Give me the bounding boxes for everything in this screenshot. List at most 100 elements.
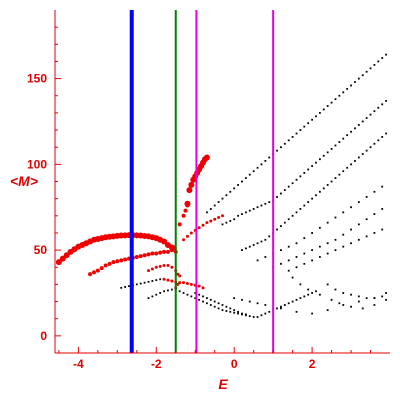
data-point: [307, 293, 310, 296]
data-point: [248, 209, 251, 212]
data-point: [373, 297, 376, 300]
data-point: [123, 257, 128, 262]
data-point: [206, 211, 208, 214]
data-point: [264, 202, 267, 205]
data-point: [178, 281, 182, 285]
data-point: [244, 211, 247, 214]
data-point: [295, 242, 298, 245]
data-point: [318, 158, 321, 161]
data-point: [338, 173, 341, 176]
data-point: [237, 310, 239, 313]
data-point: [287, 302, 290, 305]
data-point: [203, 154, 210, 161]
data-point: [198, 298, 201, 301]
data-point: [350, 163, 352, 166]
data-point: [311, 312, 313, 315]
data-point: [221, 309, 224, 312]
data-point: [107, 261, 112, 266]
y-tick-label: 0: [40, 329, 47, 343]
data-point: [155, 279, 158, 282]
data-point: [318, 112, 321, 114]
data-point: [350, 206, 352, 209]
data-point: [189, 282, 193, 286]
data-point: [189, 231, 193, 235]
data-point: [252, 316, 255, 318]
x-tick-label: 0: [231, 357, 238, 371]
data-point: [182, 292, 185, 294]
data-point: [237, 184, 239, 186]
data-point: [287, 245, 290, 248]
data-point: [338, 94, 341, 97]
data-point: [385, 53, 388, 56]
data-point: [95, 268, 100, 273]
data-point: [202, 300, 204, 303]
data-point: [330, 298, 333, 301]
data-point: [330, 180, 333, 183]
data-point: [181, 213, 186, 218]
data-point: [176, 282, 180, 286]
reference-lines: [129, 10, 275, 353]
data-point: [198, 293, 201, 296]
data-point: [120, 286, 123, 289]
data-point: [365, 70, 368, 73]
data-point: [334, 238, 337, 241]
data-point: [326, 151, 329, 154]
data-point: [256, 166, 259, 169]
data-point: [346, 134, 349, 137]
data-point: [248, 245, 251, 248]
data-point: [280, 262, 282, 265]
data-point: [142, 253, 147, 258]
data-point: [307, 168, 310, 171]
data-point: [369, 113, 372, 116]
data-point: [326, 221, 329, 224]
data-point: [342, 304, 345, 306]
data-point: [299, 283, 302, 286]
data-point: [217, 307, 220, 310]
data-point: [162, 249, 167, 254]
data-point: [233, 218, 236, 221]
data-point: [256, 242, 259, 245]
y-tick-label: 50: [34, 243, 48, 257]
data-point: [287, 269, 290, 272]
data-point: [170, 288, 173, 291]
x-tick-label: -2: [151, 357, 162, 371]
data-point: [163, 290, 165, 293]
data-point: [194, 297, 197, 300]
data-point: [264, 238, 267, 241]
data-point: [185, 203, 190, 208]
data-point: [357, 201, 360, 203]
data-point: [213, 217, 217, 221]
data-point: [326, 252, 329, 255]
data-point: [225, 221, 228, 224]
data-point: [213, 305, 216, 308]
data-point: [350, 84, 352, 87]
data-point: [283, 189, 286, 191]
data-point: [315, 161, 317, 164]
data-point: [237, 312, 239, 315]
data-point: [303, 125, 306, 128]
data-point: [287, 139, 290, 142]
data-point: [365, 149, 368, 152]
y-axis-title: <M>: [10, 173, 38, 189]
data-point: [182, 238, 186, 242]
data-point: [167, 289, 169, 292]
data-point: [201, 223, 205, 227]
data-point: [303, 237, 306, 239]
data-point: [213, 300, 216, 303]
data-point: [338, 141, 341, 143]
data-point: [373, 63, 376, 66]
data-point: [365, 196, 368, 198]
data-point: [361, 153, 364, 155]
data-point: [385, 298, 388, 301]
data-point: [213, 204, 216, 207]
data-point: [276, 196, 278, 198]
data-point: [170, 279, 174, 283]
data-point: [307, 288, 310, 291]
data-point: [225, 310, 228, 312]
data-point: [268, 235, 271, 238]
data-point: [322, 187, 325, 190]
data-point: [322, 108, 325, 111]
data-point: [385, 99, 388, 102]
data-point: [260, 314, 263, 317]
data-point: [381, 185, 384, 188]
